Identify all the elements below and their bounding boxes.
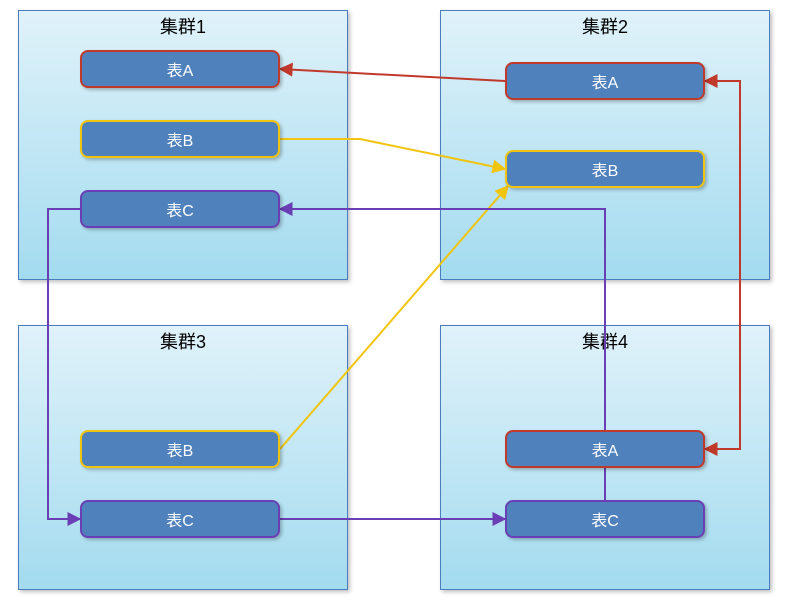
node-c3-b: 表B xyxy=(80,430,280,468)
node-c1-c-label: 表C xyxy=(166,197,194,221)
node-c1-b: 表B xyxy=(80,120,280,158)
cluster-4-title: 集群4 xyxy=(441,328,769,354)
node-c3-c-label: 表C xyxy=(166,507,194,531)
node-c4-a-label: 表A xyxy=(592,437,619,461)
node-c1-b-label: 表B xyxy=(167,127,194,151)
node-c2-b: 表B xyxy=(505,150,705,188)
diagram-canvas: 集群1 集群2 集群3 集群4 表A 表B 表C 表A xyxy=(0,0,791,605)
cluster-2: 集群2 xyxy=(440,10,770,280)
cluster-3-title: 集群3 xyxy=(19,328,347,354)
node-c2-a: 表A xyxy=(505,62,705,100)
node-c2-b-label: 表B xyxy=(592,157,619,181)
node-c1-a: 表A xyxy=(80,50,280,88)
cluster-2-title: 集群2 xyxy=(441,13,769,39)
node-c4-a: 表A xyxy=(505,430,705,468)
node-c4-c-label: 表C xyxy=(591,507,619,531)
node-c3-b-label: 表B xyxy=(167,437,194,461)
node-c2-a-label: 表A xyxy=(592,69,619,93)
cluster-1-title: 集群1 xyxy=(19,13,347,39)
node-c1-a-label: 表A xyxy=(167,57,194,81)
node-c3-c: 表C xyxy=(80,500,280,538)
node-c1-c: 表C xyxy=(80,190,280,228)
node-c4-c: 表C xyxy=(505,500,705,538)
